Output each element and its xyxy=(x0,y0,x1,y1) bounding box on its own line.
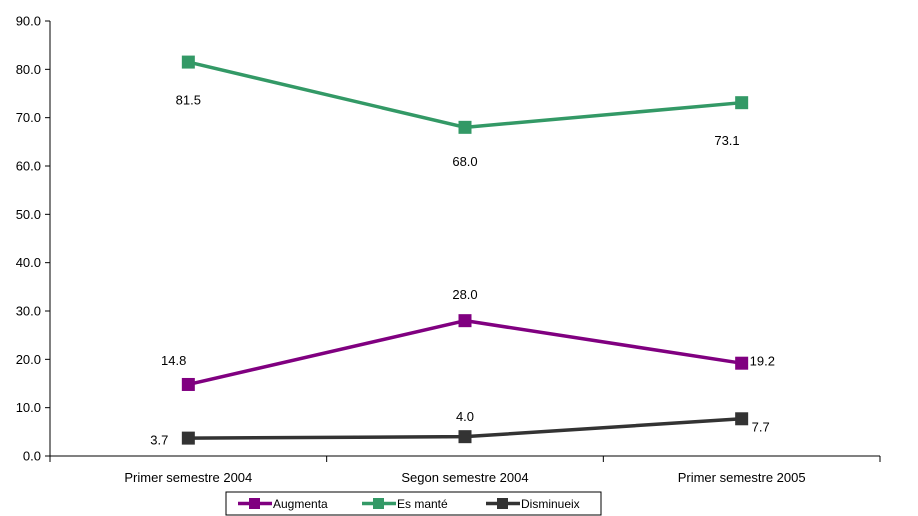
data-point xyxy=(458,430,472,444)
data-label: 7.7 xyxy=(752,419,770,434)
data-label: 81.5 xyxy=(176,93,201,108)
legend-label: Es manté xyxy=(397,497,448,511)
y-tick-label: 30.0 xyxy=(16,304,41,319)
legend-marker xyxy=(249,498,260,509)
x-tick-label: Primer semestre 2004 xyxy=(124,470,252,485)
y-axis-ticks: 0.0 10.0 20.0 30.0 40.0 50.0 60.0 70.0 80.0 90.0 xyxy=(16,14,50,464)
y-tick-label: 80.0 xyxy=(16,62,41,77)
data-labels: 14.8 28.0 19.2 81.5 68.0 73.1 3.7 4.0 7.7 xyxy=(150,93,775,448)
data-label: 14.8 xyxy=(161,353,186,368)
legend-marker xyxy=(497,498,508,509)
series-line-0 xyxy=(187,318,742,387)
data-label: 3.7 xyxy=(150,433,168,448)
y-tick-label: 0.0 xyxy=(23,449,41,464)
data-point xyxy=(458,314,472,328)
chart-legend: Augmenta Es manté Disminueix xyxy=(225,491,602,516)
legend-label: Augmenta xyxy=(273,497,328,511)
x-tick-label: Segon semestre 2004 xyxy=(401,470,528,485)
data-point xyxy=(181,55,195,69)
data-point xyxy=(735,356,749,370)
y-tick-label: 70.0 xyxy=(16,110,41,125)
data-point xyxy=(735,412,749,426)
legend-marker xyxy=(373,498,384,509)
y-tick-label: 60.0 xyxy=(16,159,41,174)
y-tick-label: 20.0 xyxy=(16,352,41,367)
data-label: 73.1 xyxy=(714,133,739,148)
y-tick-label: 40.0 xyxy=(16,255,41,270)
data-point xyxy=(735,96,749,110)
chart-axes xyxy=(49,21,880,457)
data-point xyxy=(181,377,195,391)
data-point xyxy=(458,120,472,134)
data-point xyxy=(181,431,195,445)
x-axis-ticks: Primer semestre 2004 Segon semestre 2004 P… xyxy=(49,456,881,485)
x-tick-label: Primer semestre 2005 xyxy=(678,470,806,485)
y-tick-label: 50.0 xyxy=(16,207,41,222)
y-tick-label: 90.0 xyxy=(16,14,41,29)
data-label: 28.0 xyxy=(452,287,477,302)
legend-box xyxy=(225,491,602,516)
series-line-1 xyxy=(187,60,742,130)
chart-series xyxy=(181,55,749,445)
y-tick-label: 10.0 xyxy=(16,400,41,415)
data-label: 19.2 xyxy=(750,354,775,369)
legend-label: Disminueix xyxy=(521,497,580,511)
data-label: 68.0 xyxy=(452,154,477,169)
data-label: 4.0 xyxy=(456,409,474,424)
